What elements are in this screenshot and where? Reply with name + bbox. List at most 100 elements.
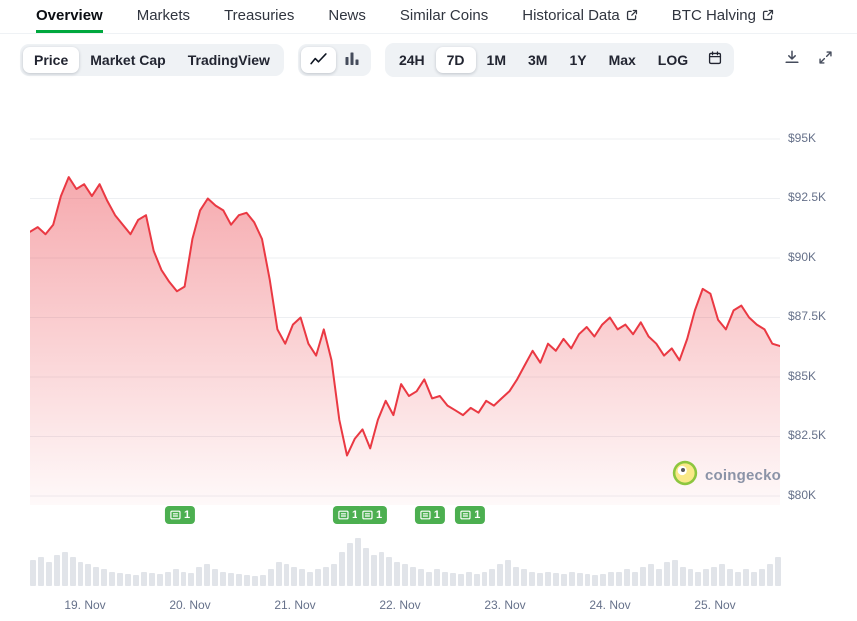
volume-bar: [164, 571, 171, 586]
segment-label: 24H: [398, 51, 425, 68]
segment-label: LOG: [657, 51, 689, 68]
segment-label: 3M: [527, 51, 548, 68]
news-event-badge[interactable]: 1: [332, 505, 364, 524]
line-chart-type-button[interactable]: [300, 46, 336, 74]
y-axis-tick: $87.5K: [788, 309, 827, 324]
volume-bar: [402, 563, 409, 586]
volume-bar: [323, 566, 330, 586]
y-axis-tick: $85K: [788, 368, 817, 383]
tab-label: Markets: [136, 6, 191, 24]
volume-bar: [307, 571, 314, 586]
volume-bar: [220, 571, 227, 586]
volume-bar: [655, 568, 662, 586]
volume-bar: [473, 573, 480, 586]
volume-bar: [457, 573, 464, 586]
tab-btc-halving[interactable]: BTC Halving: [672, 0, 774, 33]
news-count: 1: [474, 508, 481, 521]
volume-bar: [125, 573, 131, 586]
price-chart-section: coingecko $95K $92.5K $90K $87.5K $85K $82.5K…: [0, 86, 857, 621]
volume-bar: [346, 542, 353, 586]
metric-price-button[interactable]: Price: [23, 46, 80, 74]
volume-bar: [69, 556, 76, 586]
volume-bar: [600, 573, 607, 586]
news-icon: [460, 510, 471, 520]
range-24h-button[interactable]: 24H: [388, 47, 436, 74]
volume-bar: [243, 574, 250, 586]
metric-market-cap-button[interactable]: Market Cap: [79, 47, 176, 74]
segment-label: 7D: [446, 51, 465, 68]
tab-news[interactable]: News: [328, 0, 366, 33]
download-button[interactable]: [784, 49, 800, 70]
volume-bar: [338, 551, 345, 586]
range-max-button[interactable]: Max: [598, 47, 647, 74]
tab-historical-data[interactable]: Historical Data: [522, 0, 638, 33]
tab-overview[interactable]: Overview: [36, 0, 103, 33]
y-axis-tick: $95K: [788, 130, 817, 145]
volume-bar: [505, 559, 512, 586]
volume-bar: [228, 572, 234, 586]
volume-bar: [251, 575, 258, 586]
news-event-badge[interactable]: 1: [414, 505, 445, 524]
news-count: 1: [433, 508, 440, 521]
volume-bar: [449, 572, 456, 586]
volume-bar: [283, 563, 290, 586]
range-1m-button[interactable]: 1M: [476, 47, 517, 74]
news-icon: [420, 510, 431, 520]
x-axis-tick: 25. Nov: [694, 597, 736, 612]
news-event-badge[interactable]: 1: [164, 505, 196, 524]
volume-bar: [687, 568, 694, 586]
volume-bar: [624, 568, 631, 586]
volume-bar: [711, 566, 718, 586]
segment-label: Max: [608, 51, 636, 68]
volume-bar: [774, 556, 781, 586]
volume-bar: [735, 571, 741, 586]
volume-bar: [671, 559, 678, 586]
x-axis-tick: 22. Nov: [379, 597, 421, 612]
news-icon: [362, 510, 373, 520]
volume-bar: [101, 568, 108, 586]
volume-bar: [109, 571, 116, 586]
candlestick-chart-type-button[interactable]: [336, 47, 368, 74]
volume-bar: [61, 551, 68, 586]
fullscreen-button[interactable]: [818, 50, 833, 70]
volume-bar: [188, 572, 195, 586]
segment-label: Price: [34, 51, 69, 68]
date-range-button[interactable]: [699, 46, 731, 74]
page-tabs: Overview Markets Treasuries News Similar…: [0, 0, 857, 34]
volume-bar: [45, 561, 52, 586]
volume-bar: [291, 566, 298, 586]
y-axis-tick: $80K: [788, 487, 817, 502]
metric-tradingview-button[interactable]: TradingView: [177, 47, 281, 74]
volume-bar: [632, 571, 638, 586]
volume-bar: [354, 537, 361, 586]
volume-bar: [441, 571, 448, 586]
volume-histogram: [30, 537, 781, 586]
tab-markets[interactable]: Markets: [137, 0, 190, 33]
toolbar-extra-icons: [784, 49, 837, 70]
tab-label: BTC Halving: [671, 6, 756, 24]
volume-bar: [196, 566, 203, 586]
volume-bar: [766, 563, 773, 586]
segment-label: Market Cap: [90, 51, 166, 68]
volume-bar: [410, 566, 417, 586]
volume-bar: [267, 568, 274, 586]
volume-bar: [537, 572, 543, 586]
segment-label: 1M: [486, 51, 506, 68]
y-axis-tick: $82.5K: [788, 428, 827, 443]
news-event-badge[interactable]: 1: [356, 505, 388, 524]
tab-similar-coins[interactable]: Similar Coins: [400, 0, 488, 33]
volume-bar: [663, 561, 670, 586]
tab-treasuries[interactable]: Treasuries: [224, 0, 294, 33]
volume-bar: [497, 563, 504, 586]
log-scale-button[interactable]: LOG: [647, 47, 699, 74]
volume-bar: [465, 571, 472, 586]
watermark-label: coingecko: [705, 466, 781, 484]
news-event-badge[interactable]: 1: [455, 505, 486, 524]
range-3m-button[interactable]: 3M: [517, 47, 558, 74]
range-1y-button[interactable]: 1Y: [558, 47, 597, 74]
price-chart-plot[interactable]: [30, 130, 780, 505]
range-7d-button[interactable]: 7D: [435, 46, 476, 74]
chart-type-segmented-control: [297, 43, 371, 77]
y-axis-tick: $90K: [788, 249, 817, 264]
x-axis-tick: 24. Nov: [589, 597, 631, 612]
